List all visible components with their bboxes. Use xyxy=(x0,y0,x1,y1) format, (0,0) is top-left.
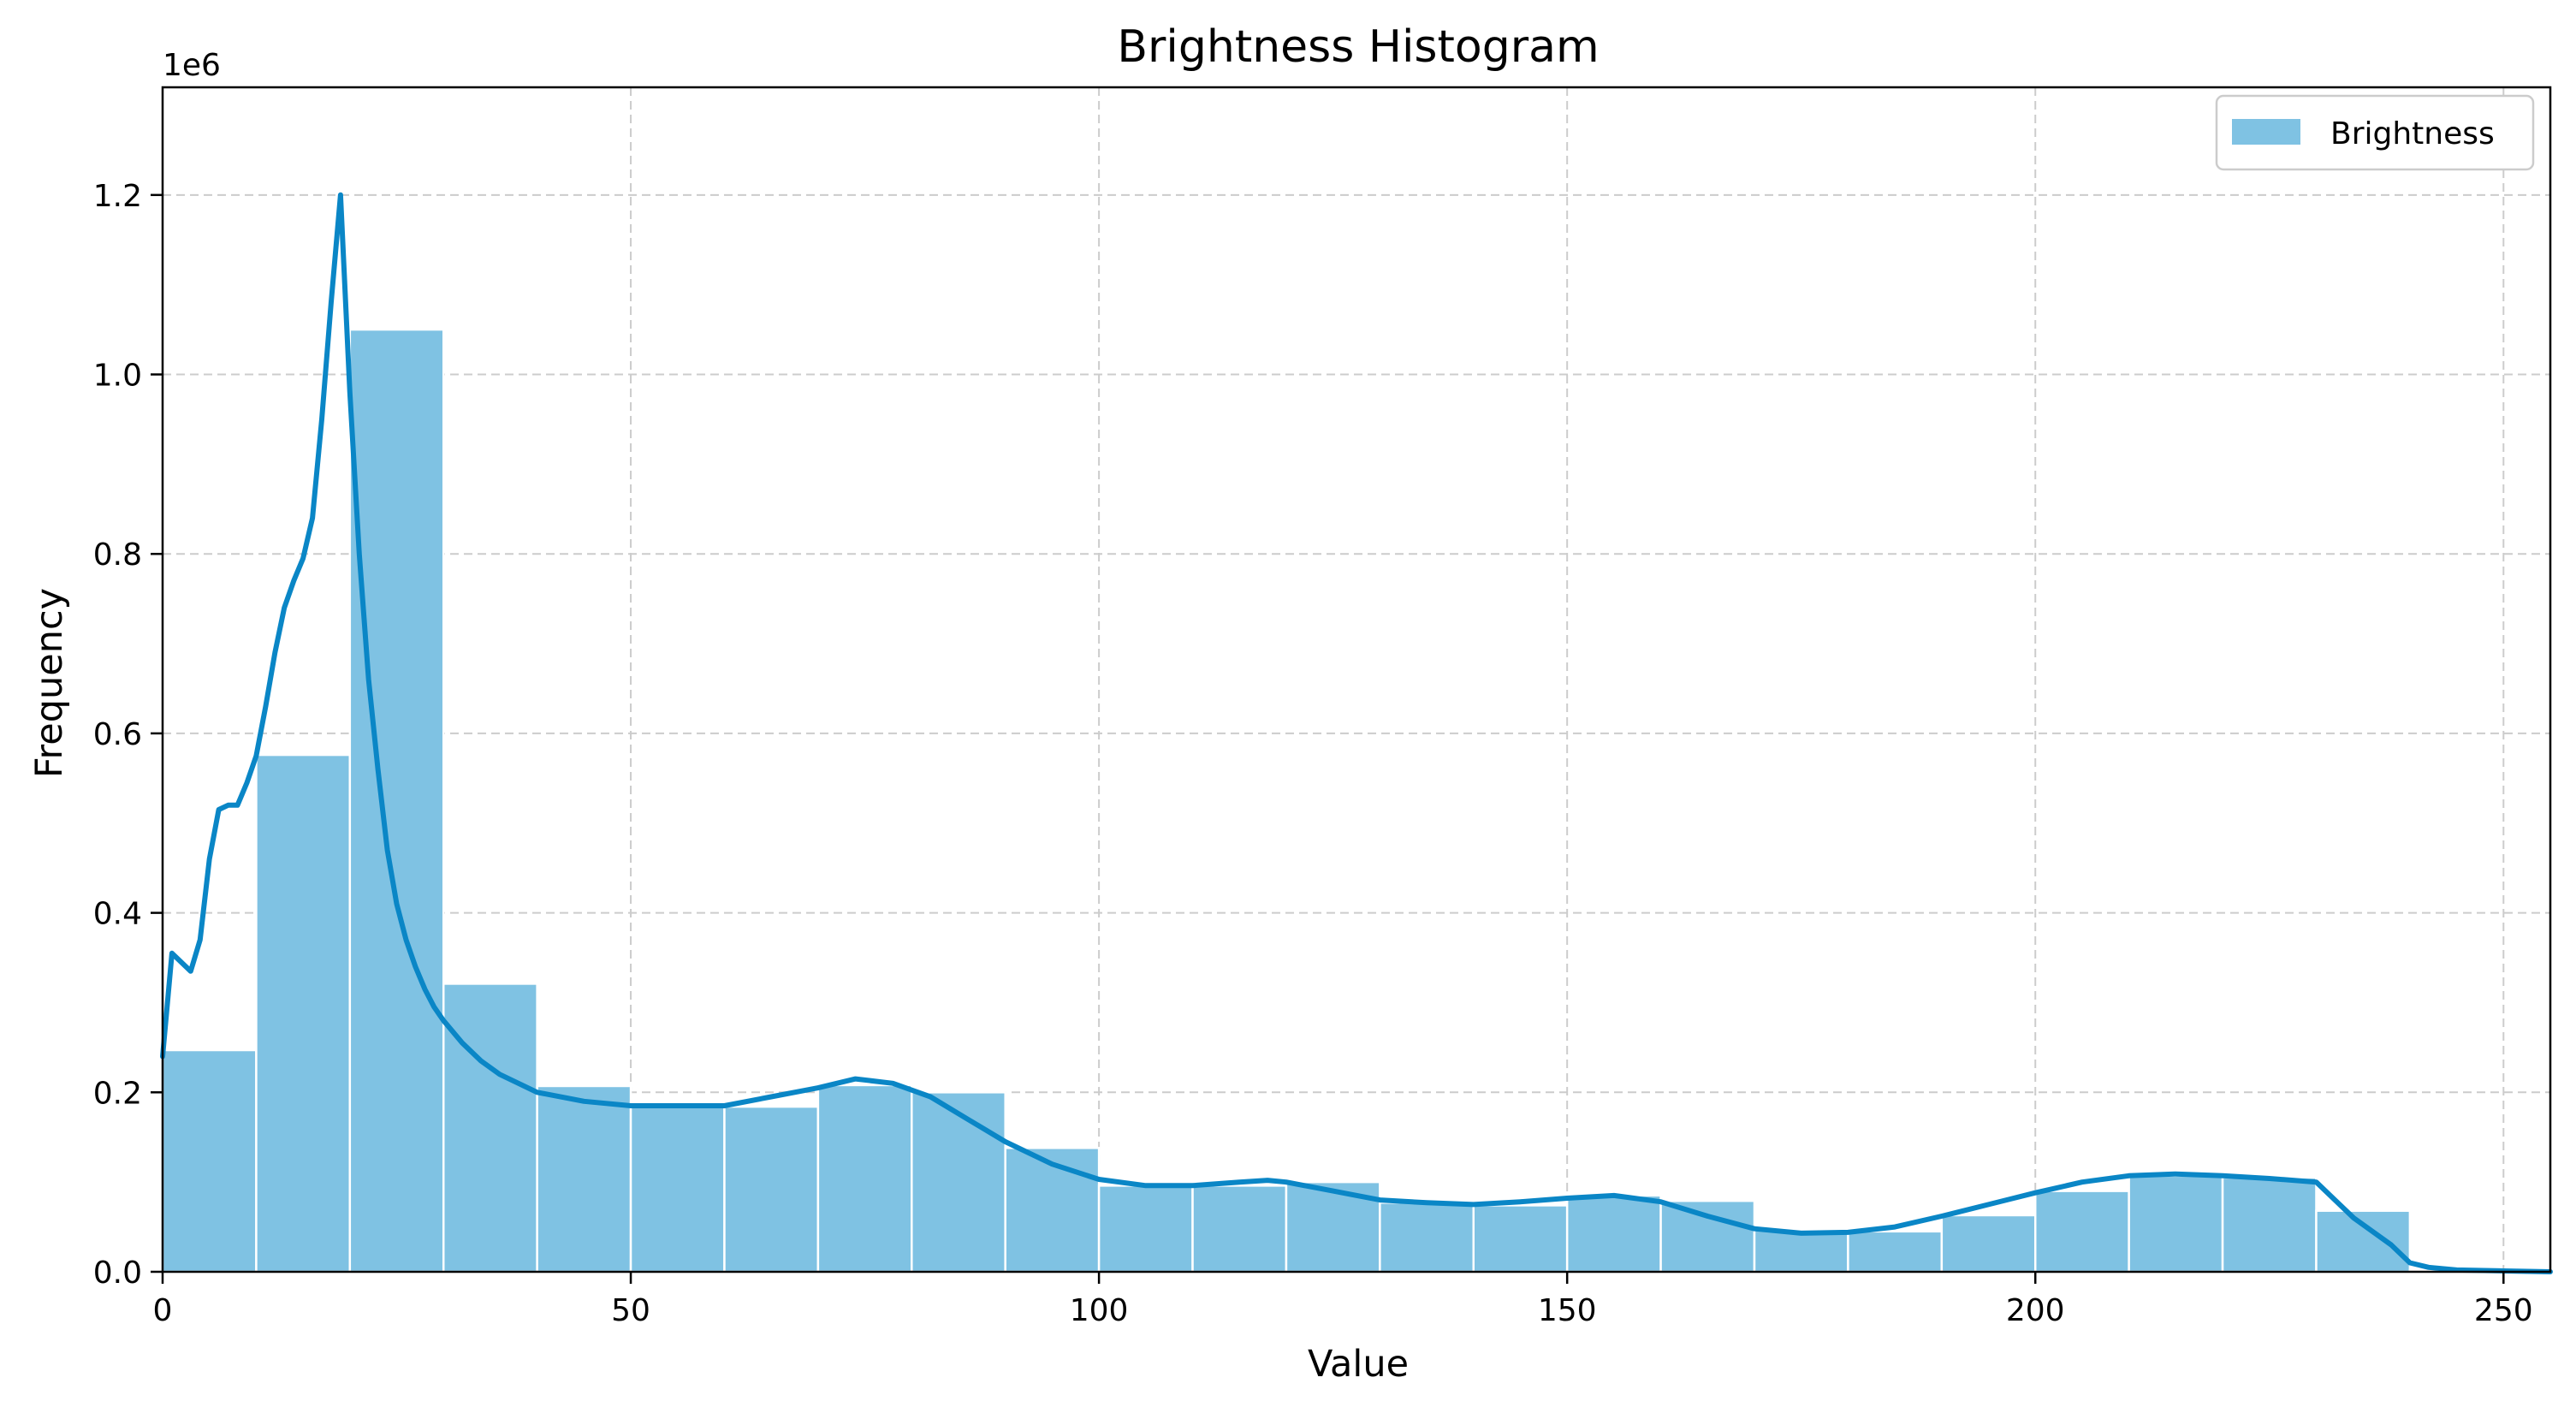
y-tick-label: 0.0 xyxy=(93,1256,142,1291)
y-tick-label: 1.2 xyxy=(93,179,142,214)
y-axis-offset-text: 1e6 xyxy=(163,48,221,83)
y-axis-label: Frequency xyxy=(28,588,71,778)
x-axis-label: Value xyxy=(1308,1343,1409,1386)
histogram-bar xyxy=(1659,1199,1756,1273)
x-tick-label: 100 xyxy=(1070,1293,1129,1328)
histogram-bar xyxy=(1565,1194,1662,1273)
x-tick-label: 150 xyxy=(1538,1293,1597,1328)
histogram-bar xyxy=(536,1084,632,1273)
histogram-bar xyxy=(1472,1204,1569,1273)
histogram-bar xyxy=(255,753,352,1273)
histogram-bar xyxy=(2128,1174,2224,1273)
y-tick-label: 0.4 xyxy=(93,897,142,932)
legend: Brightness xyxy=(2215,94,2535,171)
histogram-bar xyxy=(1004,1147,1101,1273)
histogram-bar xyxy=(1379,1202,1475,1273)
y-tick-label: 0.6 xyxy=(93,717,142,752)
histogram-bar xyxy=(348,328,445,1273)
kde-curve xyxy=(160,192,2553,1274)
histogram-bar xyxy=(2221,1176,2318,1273)
histogram-bar xyxy=(1097,1184,1194,1273)
histogram-bar xyxy=(1191,1184,1288,1273)
histogram-bar xyxy=(442,983,538,1273)
x-axis-ticks: 0 50 100 150 200 250 xyxy=(153,1272,2533,1328)
histogram-bar xyxy=(2033,1190,2130,1273)
histogram-bar xyxy=(629,1101,726,1273)
chart-title: Brightness Histogram xyxy=(1117,21,1599,73)
x-tick-label: 250 xyxy=(2474,1293,2533,1328)
histogram-bar xyxy=(911,1091,1006,1273)
y-axis-ticks: 0.0 0.2 0.4 0.6 0.8 1.0 1.2 xyxy=(93,179,163,1291)
legend-label-brightness: Brightness xyxy=(2330,116,2495,151)
histogram-bars xyxy=(161,328,2552,1273)
x-tick-label: 0 xyxy=(153,1293,173,1328)
y-tick-label: 0.8 xyxy=(93,537,142,573)
legend-box xyxy=(2215,94,2535,171)
histogram-bar xyxy=(816,1083,913,1273)
histogram-bar xyxy=(723,1105,820,1273)
histogram-bar xyxy=(161,1048,258,1273)
y-tick-label: 1.0 xyxy=(93,359,142,394)
x-tick-label: 50 xyxy=(611,1293,650,1328)
histogram-bar xyxy=(1940,1214,2037,1273)
y-tick-label: 0.2 xyxy=(93,1076,142,1111)
histogram-bar xyxy=(2315,1209,2412,1273)
legend-swatch-brightness xyxy=(2232,119,2300,145)
plot-frame xyxy=(161,86,2552,1273)
x-tick-label: 200 xyxy=(2006,1293,2065,1328)
histogram-bar xyxy=(1753,1228,1849,1273)
histogram-bar xyxy=(1847,1230,1944,1273)
